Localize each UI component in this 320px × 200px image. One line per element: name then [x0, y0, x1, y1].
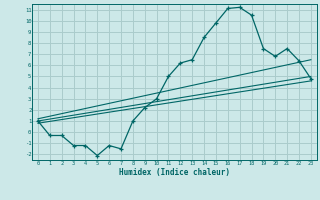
X-axis label: Humidex (Indice chaleur): Humidex (Indice chaleur) [119, 168, 230, 177]
